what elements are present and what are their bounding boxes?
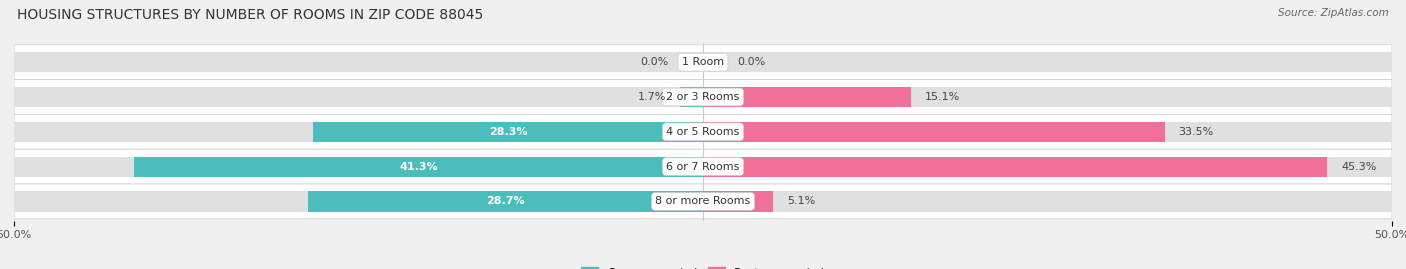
Text: Source: ZipAtlas.com: Source: ZipAtlas.com (1278, 8, 1389, 18)
Bar (14, 157, 703, 177)
Text: 41.3%: 41.3% (399, 162, 437, 172)
Bar (14, 122, 703, 142)
Text: 2 or 3 Rooms: 2 or 3 Rooms (666, 92, 740, 102)
Text: 1.7%: 1.7% (637, 92, 666, 102)
FancyBboxPatch shape (14, 80, 1392, 114)
Text: 8 or more Rooms: 8 or more Rooms (655, 196, 751, 206)
Text: 28.3%: 28.3% (489, 127, 527, 137)
Legend: Owner-occupied, Renter-occupied: Owner-occupied, Renter-occupied (576, 263, 830, 269)
Bar (703, 122, 1164, 142)
Bar (14, 52, 703, 72)
Bar (703, 191, 1392, 211)
Text: 33.5%: 33.5% (1178, 127, 1213, 137)
Bar (703, 87, 911, 107)
Text: 5.1%: 5.1% (787, 196, 815, 206)
Text: 0.0%: 0.0% (738, 57, 766, 67)
Text: 1 Room: 1 Room (682, 57, 724, 67)
FancyBboxPatch shape (14, 149, 1392, 184)
Bar (703, 191, 773, 211)
Text: 6 or 7 Rooms: 6 or 7 Rooms (666, 162, 740, 172)
Bar (703, 157, 1392, 177)
Bar (703, 87, 1392, 107)
Bar (14, 191, 703, 211)
Text: 0.0%: 0.0% (640, 57, 669, 67)
Text: HOUSING STRUCTURES BY NUMBER OF ROOMS IN ZIP CODE 88045: HOUSING STRUCTURES BY NUMBER OF ROOMS IN… (17, 8, 484, 22)
Bar (703, 157, 1327, 177)
Bar (679, 87, 703, 107)
Text: 4 or 5 Rooms: 4 or 5 Rooms (666, 127, 740, 137)
Bar (703, 122, 1392, 142)
FancyBboxPatch shape (14, 45, 1392, 80)
Bar (703, 52, 1392, 72)
FancyBboxPatch shape (14, 114, 1392, 149)
Text: 15.1%: 15.1% (925, 92, 960, 102)
Text: 28.7%: 28.7% (486, 196, 524, 206)
Bar (308, 191, 703, 211)
Bar (14, 87, 703, 107)
Bar (314, 122, 703, 142)
Bar (134, 157, 703, 177)
FancyBboxPatch shape (14, 184, 1392, 219)
Text: 45.3%: 45.3% (1341, 162, 1376, 172)
